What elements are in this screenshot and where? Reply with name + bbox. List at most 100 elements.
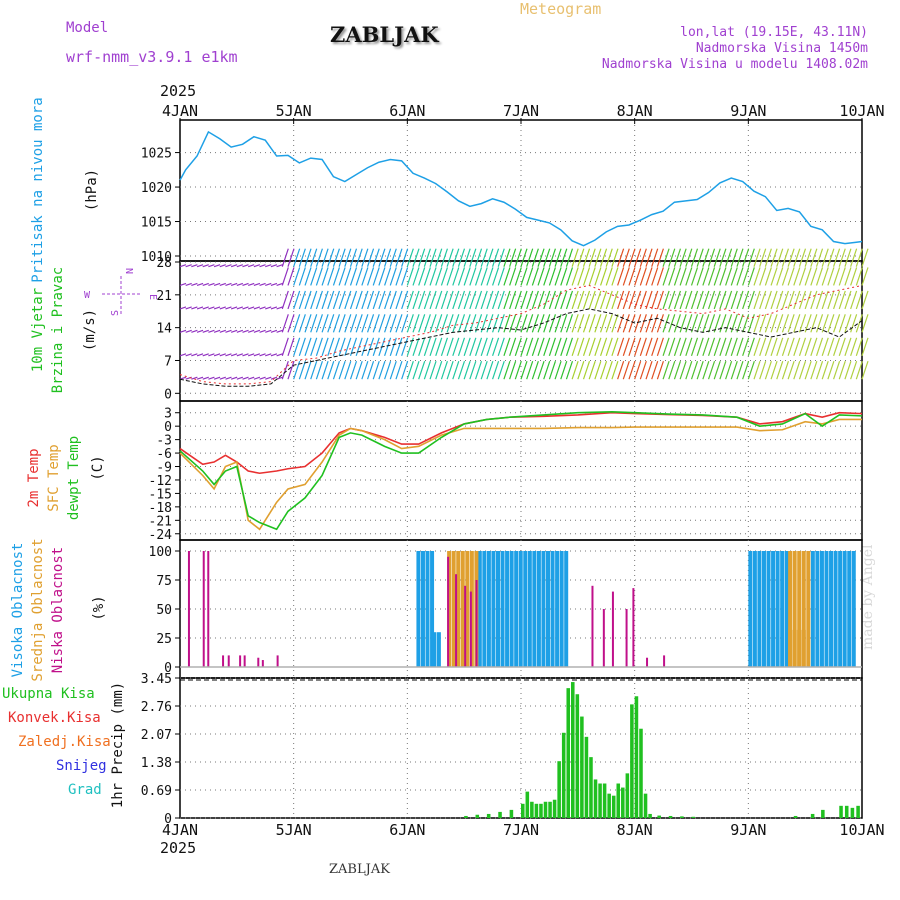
cloud-low-bar — [202, 551, 205, 667]
wind-arrow — [611, 361, 619, 380]
wind-arrow — [293, 290, 301, 310]
cloud-ytick-label: 50 — [156, 603, 172, 618]
wind-arrow — [554, 248, 562, 267]
wind-arrow — [474, 248, 483, 267]
wind-arrow — [560, 314, 568, 333]
wind-arrow — [702, 248, 710, 267]
wind-arrow — [372, 314, 380, 333]
temperature-ytick-label: -24 — [149, 528, 173, 543]
wind-arrow — [611, 314, 619, 333]
wind-arrow — [389, 361, 397, 380]
wind-arrow — [707, 267, 716, 286]
wind-arrow — [685, 267, 693, 286]
wind-arrow — [361, 290, 369, 310]
wind-arrow — [798, 337, 807, 356]
wind-arrow — [418, 361, 426, 380]
wind-arrow — [492, 361, 500, 380]
wind-arrow — [355, 314, 363, 333]
wind-arrow — [668, 361, 676, 380]
cloud-ytick-label: 100 — [149, 545, 172, 560]
wind-arrow — [713, 290, 721, 310]
wind-arrow — [599, 290, 608, 310]
wind-arrow — [707, 337, 716, 356]
wind-arrow — [259, 329, 266, 333]
precip-bar — [850, 807, 855, 818]
wind-arrow — [412, 361, 420, 380]
wind-arrow — [850, 361, 858, 380]
wind-arrow — [248, 329, 255, 333]
wind-arrow — [725, 290, 733, 310]
wind-arrow — [486, 361, 494, 380]
cloud-high-bar — [550, 551, 555, 667]
precip-bar — [548, 801, 552, 818]
wind-arrow — [270, 282, 278, 287]
wind-arrow — [537, 267, 545, 286]
x-tick-label-top: 9JAN — [730, 102, 766, 120]
wind-arrow — [713, 337, 721, 356]
cloud-mid-bar — [788, 629, 793, 667]
wind-arrow — [844, 314, 852, 333]
wind-arrow — [833, 337, 841, 356]
precip-ylabel: 1hr Precip (mm) — [110, 682, 126, 808]
wind-arrow — [378, 267, 386, 286]
wind-arrow — [276, 264, 283, 268]
wind-arrow — [435, 361, 443, 380]
wind-arrow — [332, 267, 341, 286]
wind-arrow — [776, 267, 784, 286]
wind-arrow — [645, 267, 653, 286]
wind-arrow — [554, 290, 562, 310]
wind-arrow — [787, 337, 795, 356]
wind-arrow — [196, 329, 204, 333]
wind-arrow — [588, 248, 596, 267]
page-title: ZABLJAK — [330, 22, 439, 47]
wind-arrow — [344, 290, 352, 310]
wind-arrow — [423, 290, 431, 310]
wind-arrow — [543, 290, 551, 310]
wind-arrow — [855, 248, 863, 267]
cloud-mid-bar — [465, 551, 470, 667]
wind-arrow — [764, 290, 772, 310]
wind-arrow — [622, 290, 630, 310]
wind-arrow — [395, 267, 403, 286]
wind-arrow — [531, 290, 539, 310]
wind-arrow — [793, 290, 801, 310]
wind-arrow — [429, 314, 437, 333]
wind-arrow — [355, 290, 363, 310]
wind-arrow — [833, 361, 841, 380]
wind-arrow — [543, 267, 551, 286]
precip-bar — [680, 816, 684, 818]
wind-arrow — [764, 314, 772, 333]
wind-arrow — [645, 314, 653, 333]
wind-arrow — [412, 314, 420, 333]
wind-arrow — [355, 267, 363, 286]
wind-arrow — [793, 248, 801, 267]
wind-arrow — [622, 248, 630, 267]
wind-arrow — [776, 290, 784, 310]
wind-arrow — [401, 290, 409, 310]
wind-arrow — [531, 267, 539, 286]
temperature-ytick-label: -18 — [149, 501, 172, 516]
wind-arrow — [361, 314, 369, 333]
cloud-mid-bar — [451, 551, 456, 667]
wind-arrow — [225, 306, 232, 310]
wind-arrow — [793, 267, 801, 286]
wind-arrow — [679, 337, 687, 356]
wind-arrow — [628, 361, 636, 380]
wind-arrow — [702, 361, 710, 380]
wind-arrow — [384, 361, 392, 380]
wind-arrow — [435, 337, 443, 356]
wind-arrow — [395, 337, 403, 356]
wind-arrow — [798, 314, 807, 333]
wind-arrow — [338, 337, 346, 356]
wind-arrow — [827, 267, 835, 286]
wind-arrow — [412, 267, 420, 286]
wind-arrow — [639, 248, 647, 267]
wind-arrow — [321, 337, 329, 356]
precip-bar — [525, 791, 530, 818]
precip-bar — [521, 803, 525, 818]
wind-arrow — [651, 248, 659, 267]
wind-arrow — [281, 248, 289, 267]
wind-arrow — [617, 248, 625, 267]
wind-arrow — [844, 267, 852, 286]
wind-arrow — [850, 314, 858, 333]
